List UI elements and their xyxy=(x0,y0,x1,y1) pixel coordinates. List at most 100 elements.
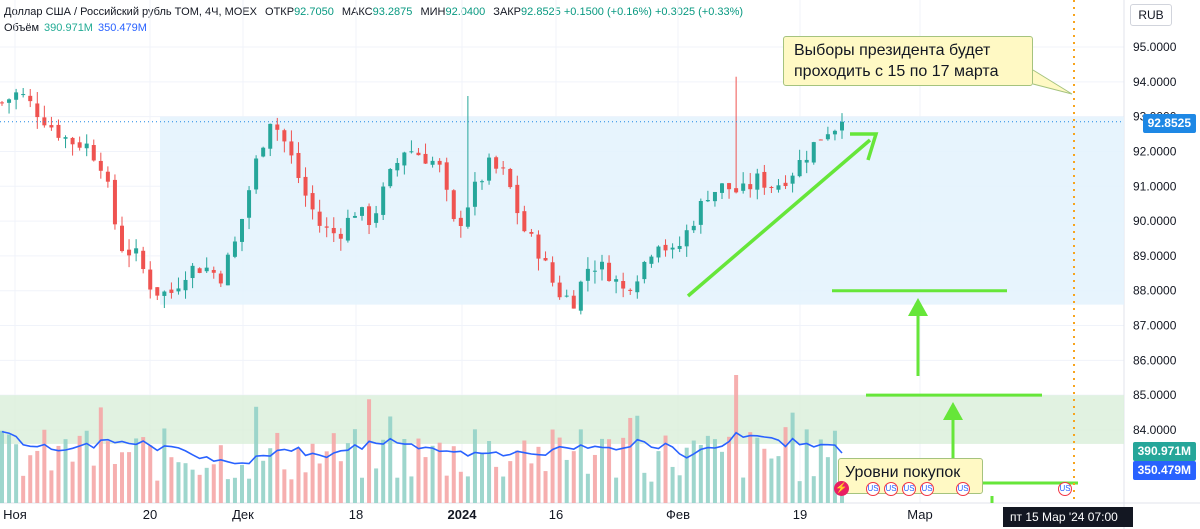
volume-bar xyxy=(232,477,237,503)
candle-body xyxy=(402,152,407,166)
candle-body xyxy=(734,188,739,193)
candle-body xyxy=(797,160,802,177)
volume-bar xyxy=(811,476,816,503)
x-tick-label: 20 xyxy=(143,507,157,522)
volume-bar xyxy=(338,461,343,503)
candle-body xyxy=(628,289,633,291)
candle-body xyxy=(183,279,188,291)
candle-body xyxy=(204,267,209,272)
candle-body xyxy=(120,225,124,252)
us-flag-event-icon[interactable]: US xyxy=(956,482,970,496)
candle-body xyxy=(458,217,463,226)
volume-bar xyxy=(381,439,386,503)
volume-bar xyxy=(282,469,287,503)
candle-body xyxy=(190,265,195,279)
us-flag-event-icon[interactable]: US xyxy=(920,482,934,496)
up-arrow-head xyxy=(908,298,928,316)
candle-body xyxy=(388,169,393,187)
us-flag-event-icon[interactable]: US xyxy=(1058,482,1072,496)
candle-body xyxy=(296,152,301,178)
volume-bar xyxy=(663,435,668,503)
legend-change: +0.1500 (+0.16%) xyxy=(563,6,652,18)
candle-body xyxy=(169,289,174,293)
candle-body xyxy=(282,130,287,142)
candle-body xyxy=(0,102,4,104)
volume-bar xyxy=(437,442,442,503)
candle-body xyxy=(14,92,19,100)
legend-open: 92.7050 xyxy=(294,6,334,18)
x-tick-label: 19 xyxy=(793,507,807,522)
candle-body xyxy=(550,262,555,283)
candle-body xyxy=(557,282,562,298)
candle-body xyxy=(564,295,569,297)
y-tick-label: 95.0000 xyxy=(1133,40,1177,54)
volume-bar xyxy=(374,468,379,503)
candle-body xyxy=(105,171,110,182)
volume-bar xyxy=(677,475,682,503)
candle-body xyxy=(656,246,661,258)
candle-body xyxy=(134,248,139,254)
y-tick-label: 88.0000 xyxy=(1133,284,1177,298)
candle-body xyxy=(727,183,732,190)
candle-body xyxy=(268,123,273,149)
candle-body xyxy=(56,124,61,138)
candle-body xyxy=(741,183,746,191)
last-price-label: 92.8525 xyxy=(1142,114,1196,133)
y-tick-label: 86.0000 xyxy=(1133,353,1177,367)
x-tick-label: Мар xyxy=(907,507,932,522)
volume-bar xyxy=(402,439,407,503)
volume-bar xyxy=(352,429,357,503)
candle-body xyxy=(451,190,456,220)
candle-body xyxy=(508,168,513,188)
volume-bar xyxy=(296,447,301,503)
candle-body xyxy=(635,281,640,293)
candle-body xyxy=(592,270,597,272)
candle-body xyxy=(275,124,280,130)
volume-bar xyxy=(762,448,767,503)
volume-bar xyxy=(472,429,477,503)
callout-pointer xyxy=(1032,69,1073,95)
candle-body xyxy=(331,227,336,234)
volume-bar xyxy=(317,463,322,503)
candle-body xyxy=(494,157,499,169)
candle-body xyxy=(437,160,442,165)
us-flag-event-icon[interactable]: US xyxy=(902,482,916,496)
volume-bar xyxy=(501,476,506,503)
candle-body xyxy=(430,160,435,165)
candle-body xyxy=(444,162,449,190)
flash-event-icon[interactable]: ⚡ xyxy=(834,481,849,496)
volume-bar xyxy=(720,451,724,503)
volume-bar xyxy=(324,451,329,503)
volume-bar xyxy=(345,443,350,503)
candle-body xyxy=(501,167,506,169)
volume-bar xyxy=(112,464,117,503)
volume-bar xyxy=(303,472,308,503)
candle-body xyxy=(783,182,788,187)
volume-bar xyxy=(571,451,576,503)
candle-body xyxy=(63,137,68,139)
volume-bar xyxy=(77,435,82,503)
volume-bar xyxy=(818,439,823,503)
candle-body xyxy=(691,225,696,231)
candle-body xyxy=(607,262,612,282)
volume-bar xyxy=(14,444,19,503)
candle-body xyxy=(769,187,774,189)
volume-bar xyxy=(49,470,54,503)
candle-body xyxy=(755,173,760,190)
volume-bar xyxy=(444,475,449,503)
volume-bar xyxy=(698,444,703,503)
volume-bar xyxy=(592,454,597,503)
candle-body xyxy=(141,250,146,270)
us-flag-event-icon[interactable]: US xyxy=(866,482,880,496)
candle-body xyxy=(317,211,322,226)
candle-body xyxy=(649,256,654,264)
volume-bar xyxy=(190,469,195,503)
election-callout[interactable]: Выборы президента будет проходить с 15 п… xyxy=(783,36,1033,86)
candle-body xyxy=(289,141,294,156)
volume-bar xyxy=(705,435,710,503)
currency-selector[interactable]: RUB xyxy=(1130,4,1172,26)
x-tick-label: 18 xyxy=(349,507,363,522)
us-flag-event-icon[interactable]: US xyxy=(884,482,898,496)
candle-body xyxy=(578,281,583,311)
